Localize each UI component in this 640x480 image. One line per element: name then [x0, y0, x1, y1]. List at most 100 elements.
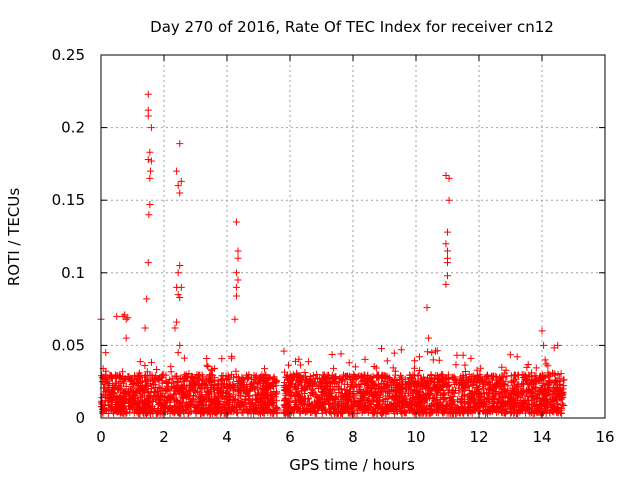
- data-point: [502, 400, 510, 408]
- data-point: [146, 392, 154, 400]
- data-point: [174, 269, 182, 277]
- data-point: [455, 389, 463, 397]
- data-point: [142, 381, 150, 389]
- x-tick-label: 6: [285, 428, 295, 446]
- data-point: [543, 388, 551, 396]
- data-point: [216, 397, 224, 405]
- data-point: [330, 364, 338, 372]
- data-point: [344, 389, 352, 397]
- data-point: [360, 371, 368, 379]
- data-point: [415, 394, 423, 402]
- data-point: [216, 410, 224, 418]
- data-point: [185, 369, 193, 377]
- data-point: [230, 408, 238, 416]
- data-point: [111, 371, 119, 379]
- data-point: [300, 397, 308, 405]
- data-point: [143, 368, 151, 376]
- data-point: [141, 385, 149, 393]
- data-point: [103, 386, 111, 394]
- data-point: [544, 406, 552, 414]
- data-point: [253, 402, 261, 410]
- data-point: [234, 409, 242, 417]
- data-point: [263, 379, 271, 387]
- data-point: [448, 396, 456, 404]
- data-point: [444, 228, 451, 236]
- data-point: [361, 377, 369, 385]
- data-point: [478, 390, 486, 398]
- data-point: [444, 389, 452, 397]
- data-point: [340, 396, 348, 404]
- data-point: [234, 254, 242, 262]
- data-point: [346, 383, 354, 391]
- data-point: [232, 283, 240, 291]
- data-point: [250, 385, 258, 393]
- data-point: [423, 304, 431, 312]
- data-point: [232, 269, 240, 277]
- data-point: [119, 394, 127, 402]
- data-point: [173, 379, 181, 387]
- data-point: [511, 372, 519, 380]
- data-point: [361, 355, 369, 363]
- data-point: [262, 383, 270, 391]
- data-point: [213, 395, 221, 403]
- data-point: [132, 395, 140, 403]
- data-point: [433, 401, 441, 409]
- data-point: [123, 393, 131, 401]
- data-point: [296, 408, 304, 416]
- data-point: [444, 247, 451, 255]
- data-point: [167, 368, 175, 376]
- data-point: [233, 408, 241, 416]
- data-point: [496, 383, 504, 391]
- data-point: [425, 386, 433, 394]
- data-point: [471, 377, 479, 385]
- data-point: [541, 374, 549, 382]
- data-point: [458, 379, 466, 387]
- data-point: [501, 409, 509, 417]
- data-point: [463, 405, 471, 413]
- data-point: [173, 318, 181, 326]
- data-point: [497, 388, 505, 396]
- data-point: [500, 381, 508, 389]
- data-point: [141, 399, 149, 407]
- data-point: [254, 396, 262, 404]
- data-point: [440, 394, 448, 402]
- data-point: [461, 367, 469, 375]
- data-point: [111, 385, 119, 393]
- data-point: [230, 385, 238, 393]
- x-tick-label: 0: [96, 428, 106, 446]
- data-point: [459, 372, 467, 380]
- data-point: [442, 240, 450, 248]
- data-point: [102, 396, 110, 404]
- data-point: [176, 189, 184, 197]
- data-point: [532, 364, 540, 372]
- data-point: [165, 378, 173, 386]
- data-point: [375, 396, 383, 404]
- data-point: [513, 396, 521, 404]
- data-point: [420, 406, 428, 414]
- data-point: [524, 396, 532, 404]
- data-point: [171, 373, 179, 381]
- data-point: [98, 372, 106, 380]
- data-point: [188, 381, 196, 389]
- data-point: [515, 406, 523, 414]
- data-point: [520, 380, 528, 388]
- data-point: [357, 396, 365, 404]
- data-point: [541, 381, 549, 389]
- data-point: [251, 391, 259, 399]
- data-point: [242, 390, 250, 398]
- data-point: [234, 387, 242, 395]
- data-point: [360, 404, 368, 412]
- data-point: [433, 347, 441, 355]
- data-point: [171, 324, 179, 332]
- data-point: [117, 382, 125, 390]
- data-point: [136, 393, 144, 401]
- data-point: [285, 374, 293, 382]
- data-point: [476, 371, 484, 379]
- data-point: [232, 292, 240, 300]
- data-point: [321, 373, 329, 381]
- data-point: [297, 372, 305, 380]
- data-point: [234, 397, 242, 405]
- data-point: [372, 385, 380, 393]
- data-point: [476, 404, 484, 412]
- data-point: [195, 405, 203, 413]
